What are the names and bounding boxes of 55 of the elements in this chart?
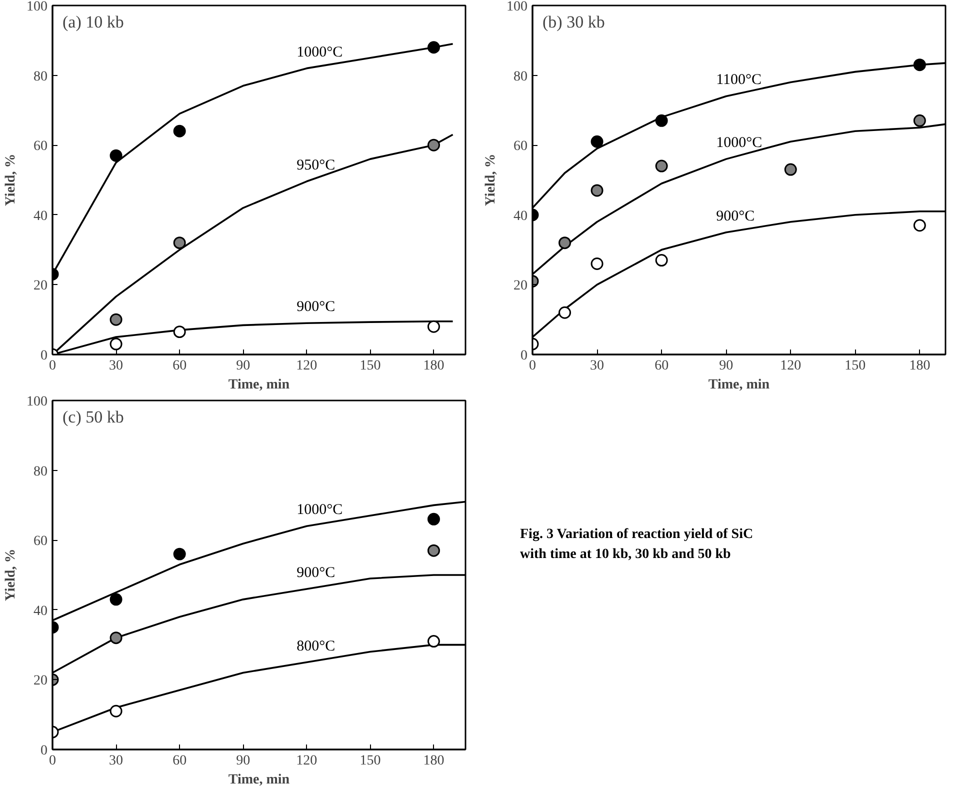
series-label: 900°C — [296, 564, 336, 581]
y-tick-label: 80 — [34, 69, 48, 84]
y-tick-label: 40 — [34, 604, 48, 619]
y-tick-label: 20 — [34, 278, 48, 294]
x-axis-title: Time, min — [228, 772, 290, 788]
x-axis-title: Time, min — [708, 378, 770, 392]
x-tick-label: 30 — [109, 754, 124, 768]
y-tick-label: 80 — [34, 464, 48, 480]
series-label: 900°C — [296, 299, 336, 316]
y-tick-label: 100 — [26, 394, 48, 410]
y-tick-label: 60 — [514, 139, 528, 154]
annotation: (b) 30 kb — [542, 12, 605, 32]
y-axis-title: Yield, % — [4, 548, 18, 602]
x-tick-label: 90 — [236, 754, 250, 768]
y-tick-label: 100 — [506, 0, 528, 14]
series-label: 800°C — [296, 638, 336, 654]
series-label: 950°C — [296, 157, 336, 174]
x-tick-label: 90 — [719, 358, 734, 374]
series-label: 900°C — [716, 208, 755, 224]
caption: Fig. 3 Variation of reaction yield of SiC with time at 10 kb, 30 kb and 50 kb — [520, 526, 754, 564]
y-tick-label: 0 — [40, 744, 48, 758]
series-label: 1000°C — [296, 44, 343, 60]
y-tick-label: 20 — [34, 674, 48, 689]
annotation: (c) 50 kb — [62, 408, 124, 426]
x-tick-label: 180 — [423, 358, 444, 374]
y-axis-title: Yield, % — [4, 154, 18, 206]
y-tick-label: 40 — [34, 208, 48, 224]
series-label: 1000°C — [716, 135, 762, 152]
y-tick-label: 100 — [26, 0, 48, 14]
x-tick-label: 30 — [109, 358, 124, 374]
x-axis-title: Time, min — [228, 378, 290, 392]
x-tick-label: 60 — [172, 358, 187, 374]
series-label: 1000°C — [296, 502, 343, 518]
x-tick-label: 150 — [844, 358, 866, 374]
y-tick-label: 40 — [514, 208, 528, 224]
x-tick-label: 60 — [172, 754, 187, 768]
y-tick-label: 0 — [520, 348, 528, 364]
x-tick-label: 60 — [654, 358, 669, 374]
y-tick-label: 0 — [40, 348, 48, 364]
x-tick-label: 120 — [780, 358, 802, 374]
y-tick-label: 80 — [514, 69, 528, 84]
x-tick-label: 120 — [296, 754, 318, 768]
x-tick-label: 90 — [236, 358, 250, 374]
series-label: 1100°C — [716, 72, 762, 88]
x-tick-label: 180 — [423, 754, 444, 768]
y-tick-label: 20 — [514, 278, 528, 294]
x-tick-label: 150 — [360, 358, 381, 374]
annotation: (a) 10 kb — [62, 12, 124, 32]
y-tick-label: 60 — [34, 139, 48, 154]
y-axis-title: Yield, % — [484, 154, 498, 206]
x-tick-label: 30 — [590, 358, 604, 374]
y-tick-label: 60 — [34, 534, 48, 550]
x-tick-label: 120 — [296, 358, 318, 374]
x-tick-label: 180 — [909, 358, 930, 374]
x-tick-label: 150 — [360, 754, 381, 768]
